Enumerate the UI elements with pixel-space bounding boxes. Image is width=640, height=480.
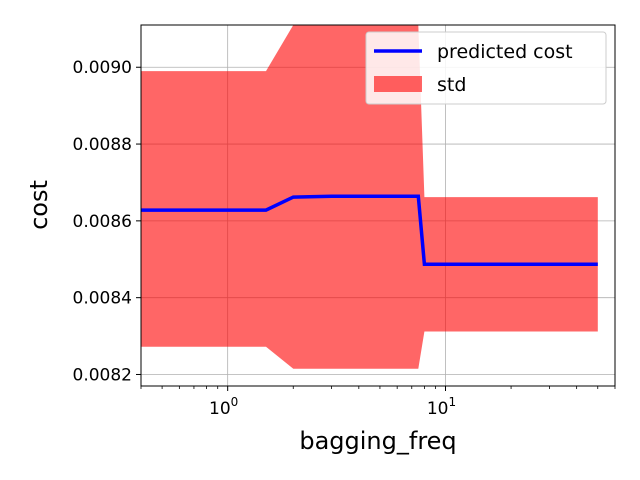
ticks xyxy=(136,66,616,391)
y-axis-label: cost xyxy=(25,180,53,230)
plot-frame xyxy=(140,24,616,387)
x-tick-label-base: 10 xyxy=(427,399,449,419)
x-tick-label: 101 xyxy=(427,395,456,419)
y-tick-label: 0.0086 xyxy=(73,212,132,232)
legend-label-predicted-cost: predicted cost xyxy=(437,41,573,63)
x-tick-label-base: 10 xyxy=(209,399,231,419)
x-tick-label-exponent: 0 xyxy=(231,395,239,409)
y-tick-label: 0.0088 xyxy=(73,135,132,155)
x-tick-label-exponent: 1 xyxy=(449,395,457,409)
y-tick-label: 0.0084 xyxy=(73,289,132,309)
predicted-cost-line-layer xyxy=(141,194,598,267)
legend-label-std: std xyxy=(437,74,466,96)
predicted-cost-line xyxy=(141,194,598,267)
legend: predicted cost std xyxy=(365,31,607,105)
x-axis-label: bagging_freq xyxy=(299,427,456,455)
legend-swatch-std xyxy=(374,76,422,92)
legend-box xyxy=(365,31,607,105)
y-tick-label: 0.0082 xyxy=(73,365,132,385)
y-tick-label: 0.0090 xyxy=(73,58,132,78)
x-tick-label: 100 xyxy=(209,395,238,419)
